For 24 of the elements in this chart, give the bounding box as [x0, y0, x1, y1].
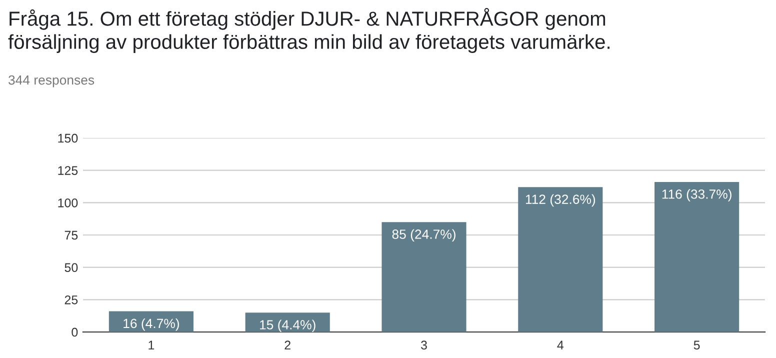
x-tick-label: 2	[284, 340, 290, 350]
x-tick-label: 5	[694, 340, 700, 350]
y-tick-label: 50	[64, 263, 78, 272]
chart-title: Fråga 15. Om ett företag stödjer DJUR- & NATURFRÅGOR genom försäljning av produkter förbättras min bild av företagets varumärke.	[8, 8, 610, 53]
bar	[654, 182, 740, 332]
x-tick-label: 1	[148, 340, 154, 350]
y-tick-label: 25	[64, 295, 78, 304]
data-label: 112 (32.6%)	[526, 194, 596, 207]
y-tick-label: 125	[58, 166, 78, 175]
bar	[382, 222, 466, 332]
chart-subtitle: 344 responses	[8, 75, 94, 88]
bar	[518, 187, 603, 332]
x-tick-label: 4	[557, 340, 564, 350]
y-tick-label: 100	[58, 198, 78, 208]
bar	[108, 311, 194, 332]
data-label: 15 (4.4%)	[260, 320, 316, 332]
data-label: 116 (33.7%)	[662, 189, 732, 202]
y-tick-label: 150	[58, 134, 78, 143]
data-label: 16 (4.7%)	[124, 318, 179, 331]
x-tick-label: 3	[421, 340, 427, 350]
y-tick-label: 75	[64, 230, 78, 240]
data-label: 85 (24.7%)	[392, 229, 456, 242]
y-tick-label: 0	[72, 328, 78, 337]
bar	[245, 312, 330, 332]
